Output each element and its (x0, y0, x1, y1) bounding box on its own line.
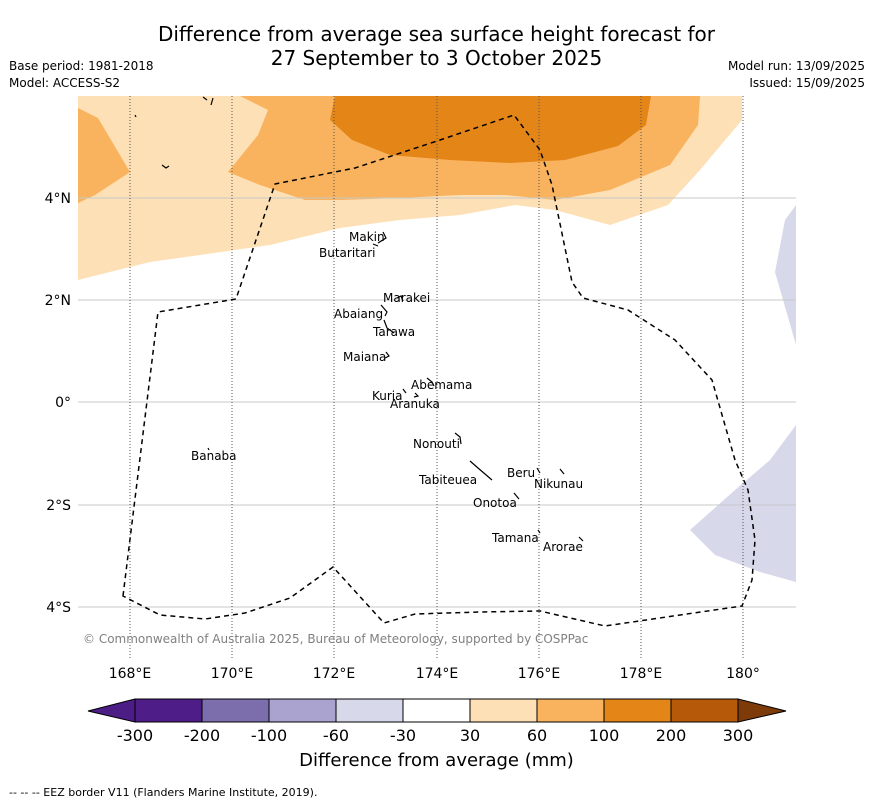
place-labels: Makin Butaritari Marakei Abaiang Tarawa … (191, 230, 583, 554)
colorbar-arrow-high (737, 698, 787, 723)
island-north-4 (161, 164, 170, 169)
place-aranuka: Aranuka (390, 397, 440, 411)
lat-label-4s: 4°S (46, 600, 71, 616)
island-butaritari (372, 243, 379, 247)
island-north-1 (202, 96, 208, 101)
place-onotoa: Onotoa (473, 496, 517, 510)
colorbar-swatch-7 (536, 698, 605, 723)
place-beru: Beru (507, 466, 535, 480)
eez-footnote: -- -- -- EEZ border V11 (Flanders Marine… (9, 786, 318, 799)
island-abaiang (380, 304, 388, 317)
lon-label-170e: 170°E (211, 666, 254, 682)
place-arorae: Arorae (543, 540, 583, 554)
eez-border (122, 114, 756, 627)
colorbar-tick-6: 30 (460, 726, 480, 745)
island-aranuka (413, 392, 420, 398)
lon-label-174e: 174°E (416, 666, 459, 682)
lat-label-2n: 2°N (45, 293, 71, 309)
island-arorae (578, 536, 584, 542)
place-butaritari: Butaritari (319, 246, 376, 260)
island-onotoa (513, 492, 520, 500)
place-makin: Makin (349, 230, 385, 244)
lon-label-180: 180° (726, 666, 760, 682)
contour-fields (78, 96, 796, 658)
place-nonouti: Nonouti (413, 437, 460, 451)
place-tarawa: Tarawa (372, 325, 415, 339)
place-nikunau: Nikunau (534, 477, 583, 491)
island-north-2 (210, 97, 214, 106)
island-tabiteuea (469, 460, 493, 481)
island-north-3 (134, 114, 137, 118)
base-period-text: Base period: 1981-2018 (9, 59, 154, 73)
model-run-text: Model run: 13/09/2025 (727, 59, 865, 73)
colorbar-swatch-5 (402, 698, 471, 723)
colorbar-arrow-low (87, 698, 136, 723)
colorbar-swatch-6 (469, 698, 538, 723)
longitude-grid (129, 96, 744, 658)
lat-label-4n: 4°N (45, 191, 71, 207)
colorbar-tick-10: 300 (723, 726, 754, 745)
latitude-labels: 4°N 2°N 0° 2°S 4°S (45, 191, 72, 616)
model-text: Model: ACCESS-S2 (9, 76, 121, 90)
longitude-labels: 168°E 170°E 172°E 174°E 176°E 178°E 180° (109, 666, 760, 682)
colorbar-tick-4: -60 (323, 726, 349, 745)
colorbar-tick-5: -30 (390, 726, 416, 745)
colorbar-swatch-2 (201, 698, 270, 723)
colorbar-tick-3: -100 (251, 726, 287, 745)
island-maiana (384, 351, 390, 359)
issued-text: Issued: 15/09/2025 (749, 76, 865, 90)
colorbar-swatch-4 (335, 698, 404, 723)
colorbar-tick-7: 60 (527, 726, 547, 745)
contour-60-100-west (78, 108, 130, 203)
colorbar (87, 698, 787, 723)
island-nonouti (454, 432, 462, 445)
colorbar-tick-9: 200 (656, 726, 687, 745)
lat-label-2s: 2°S (46, 498, 71, 514)
island-marakei (396, 295, 404, 302)
place-abemama: Abemama (411, 378, 472, 392)
island-tamana (537, 529, 541, 534)
lat-label-0: 0° (55, 395, 71, 411)
title-line-2: 27 September to 3 October 2025 (270, 46, 603, 70)
contour-100-200 (330, 96, 651, 163)
lon-label-178e: 178°E (620, 666, 663, 682)
island-abemama (426, 377, 435, 387)
meta-right: Model run: 13/09/2025 Issued: 15/09/2025 (728, 58, 865, 92)
island-nikunau (559, 468, 565, 475)
place-tabiteuea: Tabiteuea (418, 473, 477, 487)
map-title: Difference from average sea surface heig… (0, 22, 873, 70)
place-kuria: Kuria (372, 389, 403, 403)
island-tarawa (383, 319, 395, 334)
place-marakei: Marakei (383, 291, 430, 305)
copyright-notice: © Commonwealth of Australia 2025, Bureau… (83, 632, 589, 646)
colorbar-swatch-8 (603, 698, 672, 723)
colorbar-tick-1: -300 (117, 726, 153, 745)
colorbar-tick-2: -200 (184, 726, 220, 745)
place-abaiang: Abaiang (334, 307, 383, 321)
place-banaba: Banaba (191, 449, 237, 463)
island-banaba (207, 447, 210, 451)
lon-label-172e: 172°E (313, 666, 356, 682)
colorbar-swatch-3 (268, 698, 337, 723)
contour-neg-east-upper (775, 205, 796, 345)
lon-label-168e: 168°E (109, 666, 152, 682)
title-line-1: Difference from average sea surface heig… (157, 22, 716, 46)
island-kuria (402, 388, 407, 394)
island-makin (377, 231, 387, 244)
island-beru (536, 467, 541, 474)
place-maiana: Maiana (343, 350, 386, 364)
colorbar-ticks: -300 -200 -100 -60 -30 30 60 100 200 300 (117, 726, 753, 745)
colorbar-tick-8: 100 (589, 726, 620, 745)
lon-label-176e: 176°E (518, 666, 561, 682)
meta-left: Base period: 1981-2018 Model: ACCESS-S2 (9, 58, 154, 92)
colorbar-swatch-1 (134, 698, 203, 723)
contour-neg-east-lower (690, 425, 796, 582)
place-tamana: Tamana (491, 531, 539, 545)
islands (134, 96, 584, 542)
colorbar-swatch-9 (670, 698, 739, 723)
colorbar-label: Difference from average (mm) (299, 750, 574, 771)
